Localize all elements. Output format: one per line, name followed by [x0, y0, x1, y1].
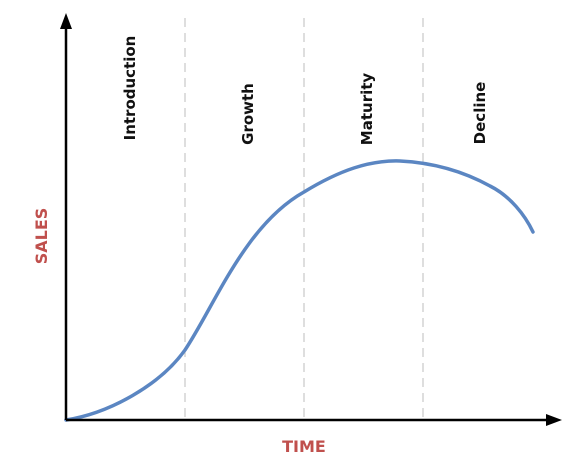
x-axis-arrowhead: [546, 414, 562, 426]
stage-label-maturity: Maturity: [358, 73, 376, 146]
y-axis-arrowhead: [60, 13, 72, 29]
sales-curve: [64, 159, 535, 422]
y-axis-title: SALES: [32, 208, 51, 265]
x-axis-title: TIME: [282, 437, 326, 456]
stage-label-introduction: Introduction: [121, 36, 139, 141]
stage-label-decline: Decline: [471, 82, 489, 145]
stage-label-growth: Growth: [239, 83, 257, 145]
